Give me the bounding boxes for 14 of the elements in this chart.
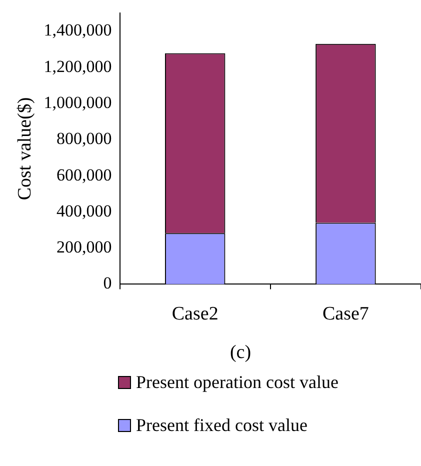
text: (c) [228,342,252,364]
x-tick-label: Case2 [172,304,218,325]
y-tick-label: 0 [103,274,112,293]
y-axis-title: Cost value($) [14,97,36,200]
y-tick-label: 1,200,000 [44,56,112,76]
y-tick-label: 1,000,000 [44,93,112,112]
y-tick-label: 600,000 [56,165,112,184]
y-tick-label: 1,400,000 [44,20,112,40]
legend-label: Present operation cost value [136,372,338,393]
x-tick-label: Case7 [322,304,369,325]
y-tick-label: 400,000 [56,201,112,220]
y-tick-label: 800,000 [56,129,112,148]
legend-label: Present fixed cost value [136,415,308,436]
y-tick-label: 200,000 [56,238,112,257]
